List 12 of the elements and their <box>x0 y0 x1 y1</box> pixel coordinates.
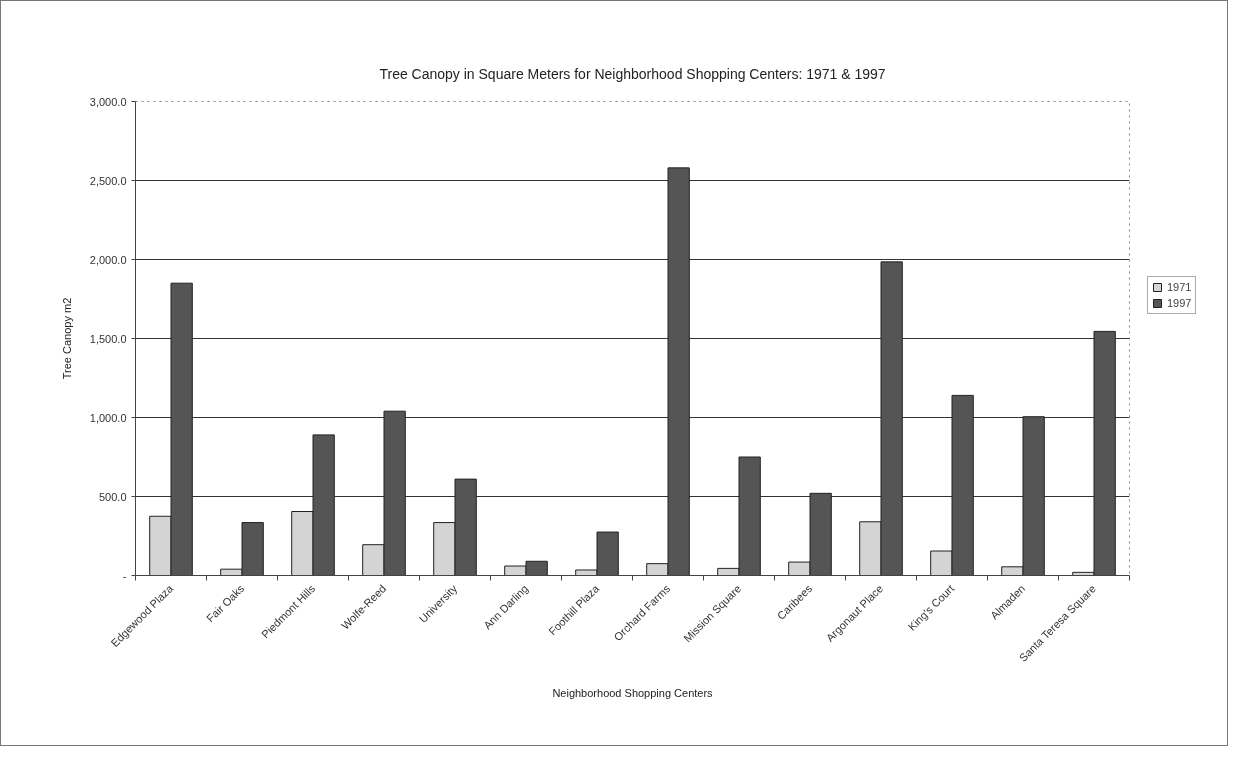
y-tick-label: 1,500.0 <box>89 332 127 345</box>
y-tick-label: 500.0 <box>98 490 127 503</box>
y-tick-label: 2,500.0 <box>89 174 127 187</box>
y-tick-label: 3,000.0 <box>89 95 127 108</box>
legend-label: 1997 <box>1167 297 1192 309</box>
x-axis-title: Neighborhood Shopping Centers <box>552 687 714 700</box>
y-tick-label: 1,000.0 <box>89 411 127 424</box>
chart-title: Tree Canopy in Square Meters for Neighborhood Shopping Centers: 1971 & 1997 <box>379 65 886 82</box>
y-axis-title: Tree Canopy m2 <box>60 297 73 380</box>
legend-label: 1971 <box>1167 281 1192 293</box>
y-tick-label: 2,000.0 <box>89 253 127 266</box>
y-tick-label: - <box>122 569 127 582</box>
